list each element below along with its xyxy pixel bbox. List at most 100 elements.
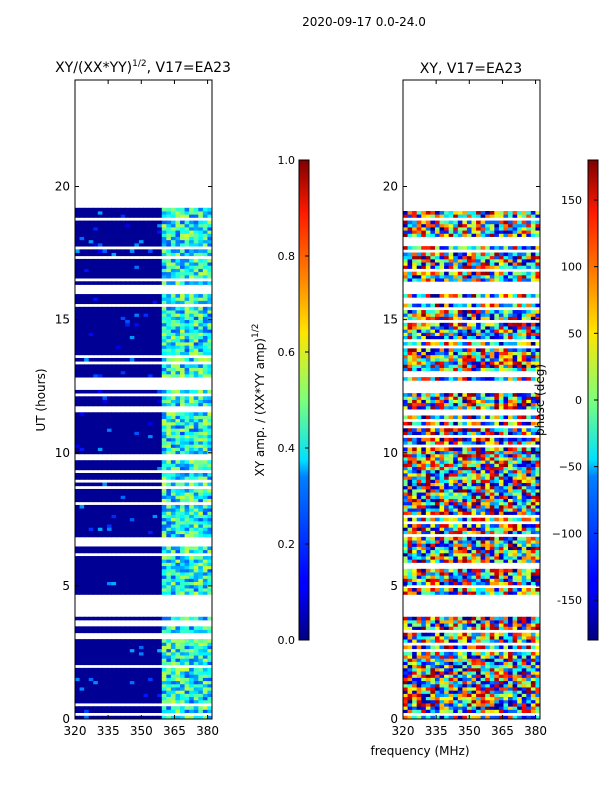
- heatmap-row: [403, 699, 540, 704]
- heatmap-cell: [102, 332, 108, 336]
- heatmap-cell: [175, 629, 181, 634]
- heatmap-cell: [129, 418, 135, 423]
- heatmap-cell: [106, 466, 113, 471]
- heatmap-cell: [494, 632, 500, 637]
- heatmap-cell: [75, 677, 81, 682]
- heatmap-cell: [138, 492, 145, 496]
- heatmap-cell: [175, 306, 181, 311]
- heatmap-cell: [175, 508, 181, 512]
- heatmap-cell: [517, 635, 523, 640]
- heatmap-cell: [129, 252, 135, 257]
- heatmap-cell: [202, 441, 209, 445]
- heatmap-cell: [111, 300, 117, 305]
- heatmap-cell: [439, 680, 445, 685]
- heatmap-cell: [79, 357, 85, 362]
- heatmap-cell: [129, 332, 135, 336]
- heatmap-row: [75, 648, 212, 653]
- heatmap-cell: [184, 591, 190, 595]
- heatmap-cell: [84, 591, 90, 595]
- heatmap-cell: [148, 351, 154, 356]
- heatmap-cell: [161, 421, 167, 426]
- heatmap-cell: [75, 367, 81, 372]
- heatmap-cell: [75, 274, 81, 279]
- heatmap-cell: [111, 546, 117, 551]
- heatmap-cell: [503, 706, 509, 710]
- heatmap-cell: [84, 581, 90, 586]
- heatmap-cell: [425, 581, 431, 586]
- heatmap-cell: [175, 351, 181, 356]
- heatmap-cell: [170, 667, 177, 672]
- heatmap-cell: [116, 524, 122, 528]
- heatmap-cell: [184, 281, 190, 285]
- heatmap-cell: [157, 300, 163, 305]
- heatmap-cell: [412, 687, 418, 691]
- heatmap-cell: [175, 230, 181, 234]
- heatmap-cell: [125, 565, 131, 570]
- heatmap-cell: [198, 437, 204, 442]
- heatmap-cell: [175, 584, 181, 589]
- heatmap-cell: [453, 671, 459, 675]
- heatmap-cell: [143, 332, 149, 336]
- heatmap-cell: [407, 543, 413, 547]
- heatmap-cell: [143, 306, 149, 311]
- heatmap-cell: [152, 271, 158, 276]
- heatmap-row: [75, 715, 212, 719]
- heatmap-cell: [466, 661, 473, 666]
- heatmap-cell: [193, 629, 199, 634]
- heatmap-cell: [476, 699, 482, 704]
- heatmap-cell: [526, 693, 532, 698]
- heatmap-cell: [193, 214, 199, 218]
- heatmap-cell: [530, 588, 537, 592]
- heatmap-cell: [175, 460, 181, 464]
- heatmap-cell: [111, 674, 117, 678]
- heatmap-cell: [106, 559, 113, 563]
- heatmap-cell: [517, 715, 523, 719]
- heatmap-cell: [175, 357, 181, 362]
- heatmap-cell: [93, 437, 99, 442]
- heatmap-cell: [88, 517, 94, 522]
- heatmap-cell: [129, 402, 135, 407]
- heatmap-cell: [189, 680, 195, 685]
- heatmap-cell: [439, 709, 445, 713]
- heatmap-cell: [462, 651, 468, 656]
- heatmap-cell: [129, 677, 135, 682]
- heatmap-cell: [84, 588, 90, 592]
- heatmap-cell: [207, 655, 212, 659]
- heatmap-cell: [166, 351, 172, 356]
- heatmap-cell: [444, 645, 450, 650]
- heatmap-cell: [207, 661, 212, 666]
- heatmap-cell: [148, 667, 154, 672]
- heatmap-cell: [93, 584, 99, 589]
- heatmap-cell: [97, 329, 103, 333]
- heatmap-cell: [138, 281, 145, 285]
- heatmap-cell: [125, 508, 131, 512]
- heatmap-cell: [471, 572, 477, 576]
- heatmap-cell: [102, 642, 108, 646]
- heatmap-cell: [466, 616, 473, 621]
- heatmap-cell: [184, 348, 190, 352]
- heatmap-cell: [170, 699, 177, 704]
- heatmap-cell: [535, 559, 540, 563]
- heatmap-cell: [480, 703, 486, 707]
- heatmap-cell: [202, 306, 209, 311]
- heatmap-cell: [157, 319, 163, 324]
- heatmap-cell: [161, 226, 167, 231]
- heatmap-cell: [480, 690, 486, 694]
- heatmap-cell: [170, 488, 177, 493]
- heatmap-cell: [166, 341, 172, 346]
- heatmap-cell: [412, 575, 418, 579]
- heatmap-cell: [125, 441, 131, 445]
- heatmap-cell: [125, 258, 131, 263]
- heatmap-cell: [485, 658, 491, 662]
- heatmap-cell: [134, 239, 140, 244]
- heatmap-cell: [512, 572, 518, 576]
- heatmap-cell: [84, 412, 90, 416]
- heatmap-cell: [161, 533, 167, 538]
- heatmap-cell: [166, 348, 172, 352]
- heatmap-cell: [152, 348, 158, 352]
- heatmap-cell: [189, 316, 195, 321]
- heatmap-cell: [116, 421, 122, 426]
- heatmap-cell: [530, 639, 537, 643]
- heatmap-cell: [125, 341, 131, 346]
- heatmap-cell: [84, 511, 90, 515]
